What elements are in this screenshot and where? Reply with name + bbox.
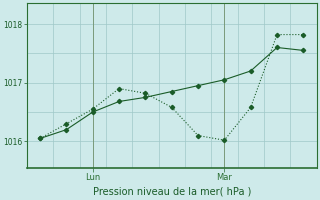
- X-axis label: Pression niveau de la mer( hPa ): Pression niveau de la mer( hPa ): [92, 187, 251, 197]
